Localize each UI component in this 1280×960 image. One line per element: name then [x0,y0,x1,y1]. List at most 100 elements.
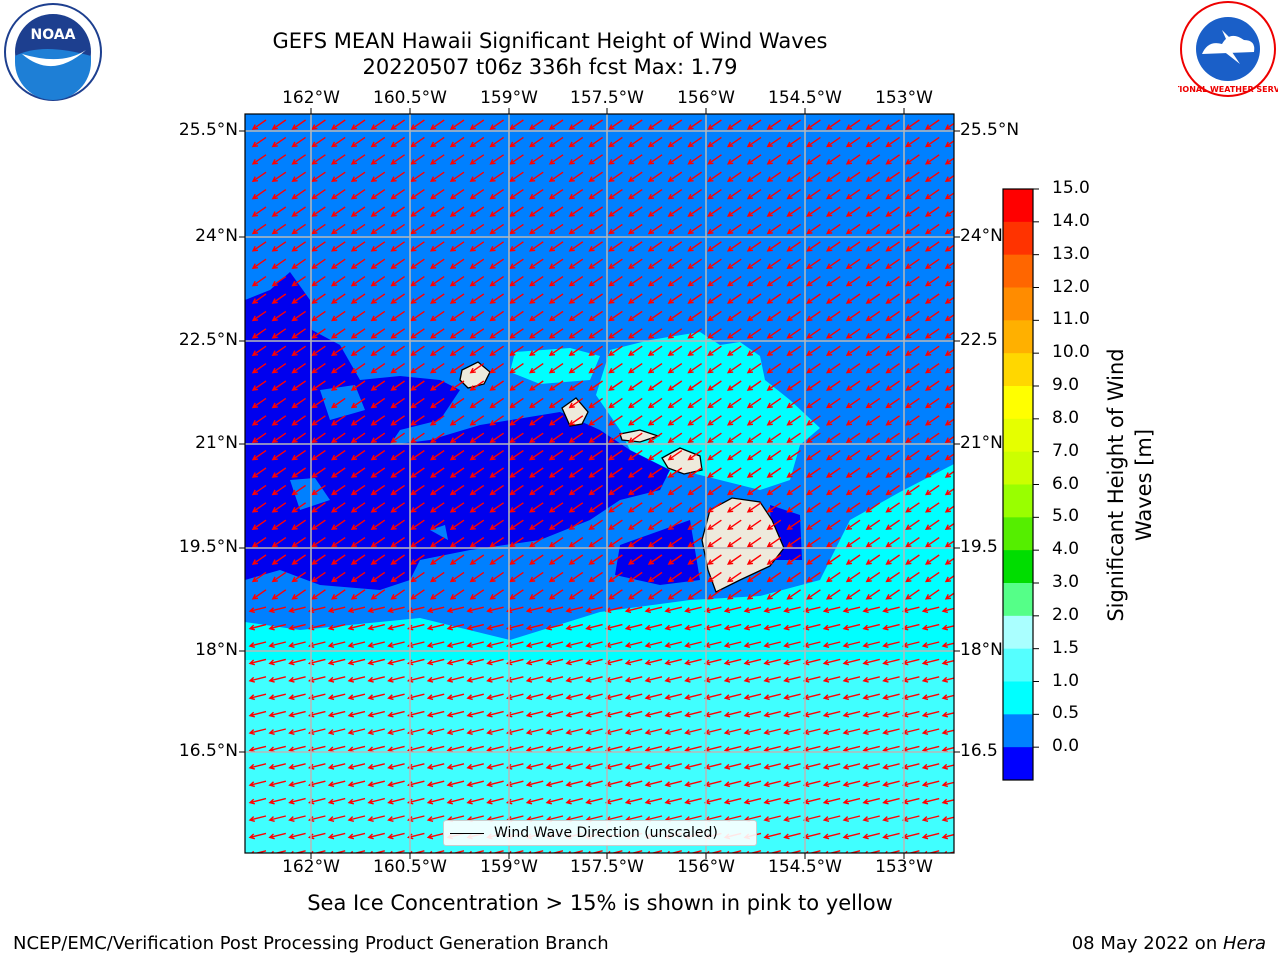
wave-direction-arrow [647,310,663,322]
wave-direction-arrow [885,484,900,496]
wave-direction-arrow [486,763,504,770]
wave-direction-arrow [763,693,781,701]
wave-direction-arrow [845,484,861,496]
wave-direction-arrow [806,171,821,183]
wave-direction-arrow [786,363,801,374]
wave-direction-arrow [763,606,781,614]
wave-direction-arrow [786,189,801,200]
wave-direction-arrow [684,763,702,770]
wave-direction-arrow [429,258,445,270]
wave-direction-arrow [647,432,663,444]
wave-direction-arrow [766,589,782,600]
wave-direction-arrow [311,328,326,339]
wave-direction-arrow [410,397,425,409]
wave-direction-arrow [568,554,584,565]
wave-direction-arrow [684,606,702,614]
wave-direction-arrow [746,519,762,531]
wave-direction-arrow [446,728,465,735]
wave-direction-arrow [528,432,544,444]
wave-direction-arrow [350,484,366,496]
wave-direction-arrow [410,363,425,374]
wave-direction-arrow [449,589,465,600]
wave-direction-arrow [865,519,881,531]
wave-direction-arrow [426,763,445,770]
wave-direction-arrow [291,206,306,217]
wave-direction-arrow [528,119,544,130]
wave-direction-arrow [822,745,841,753]
wave-direction-arrow [707,450,722,461]
wave-direction-arrow [307,606,326,614]
wave-direction-arrow [288,780,306,788]
wave-direction-arrow [924,345,940,357]
wave-direction-arrow [944,557,954,565]
wave-direction-arrow [687,258,702,270]
wave-direction-arrow [786,310,801,322]
wave-direction-arrow [944,592,954,600]
wave-direction-arrow [429,171,445,183]
wave-direction-arrow [390,154,405,165]
wave-direction-arrow [548,206,564,217]
wave-direction-arrow [746,502,762,513]
wave-direction-arrow [489,345,504,357]
wave-direction-arrow [410,519,425,531]
wave-direction-arrow [806,571,821,583]
wave-direction-arrow [505,676,524,683]
wave-direction-arrow [548,450,564,461]
wave-direction-arrow [509,241,524,252]
colorbar-segment [1003,386,1033,420]
wave-direction-arrow [647,154,663,165]
wave-direction-arrow [825,136,841,148]
wave-direction-arrow [311,276,326,287]
noaa-logo: NOAA [4,3,102,101]
wave-direction-arrow [426,676,445,683]
wave-direction-arrow [410,136,425,148]
wave-direction-arrow [608,258,623,270]
wave-direction-arrow [845,241,861,252]
wave-direction-arrow [845,537,861,548]
wave-direction-arrow [644,745,663,753]
wave-direction-arrow [644,728,663,735]
wave-direction-arrow [664,710,682,718]
wave-direction-arrow [390,519,405,531]
wave-direction-arrow [687,276,702,287]
wave-direction-arrow [726,450,742,461]
wave-direction-arrow [723,693,742,701]
wave-direction-arrow [370,345,386,357]
wave-direction-arrow [429,554,445,565]
wave-direction-arrow [862,623,880,631]
wave-direction-arrow [568,154,584,165]
wave-direction-arrow [449,310,465,322]
wave-direction-arrow [885,589,900,600]
wave-direction-arrow [845,223,861,235]
wave-direction-arrow [268,676,286,683]
wave-direction-arrow [509,450,524,461]
wave-direction-arrow [687,467,702,478]
wave-direction-arrow [426,606,445,614]
colorbar-tick-label: 10.0 [1052,342,1090,363]
wave-direction-arrow [746,537,762,548]
wave-direction-arrow [924,258,940,270]
wave-direction-arrow [330,397,346,409]
wave-direction-arrow [548,241,564,252]
wave-direction-arrow [489,363,504,374]
wave-direction-arrow [608,328,623,339]
wave-direction-arrow [627,589,643,600]
wave-direction-arrow [726,154,742,165]
wave-direction-arrow [251,571,267,583]
wave-direction-arrow [786,484,801,496]
wave-direction-arrow [585,745,603,753]
wave-direction-arrow [330,380,346,391]
wave-direction-arrow [746,571,762,583]
wave-direction-arrow [390,450,405,461]
wave-direction-arrow [370,136,386,148]
wave-direction-arrow [783,780,801,788]
wave-direction-arrow [410,119,425,130]
wave-direction-arrow [667,154,683,165]
lon-tick-label-top: 153°W [875,88,933,108]
wave-direction-arrow [528,310,544,322]
caption: Sea Ice Concentration > 15% is shown in … [307,891,893,915]
wave-direction-arrow [350,171,366,183]
wave-direction-arrow [390,467,405,478]
wave-direction-arrow [291,519,306,531]
wave-direction-arrow [390,380,405,391]
